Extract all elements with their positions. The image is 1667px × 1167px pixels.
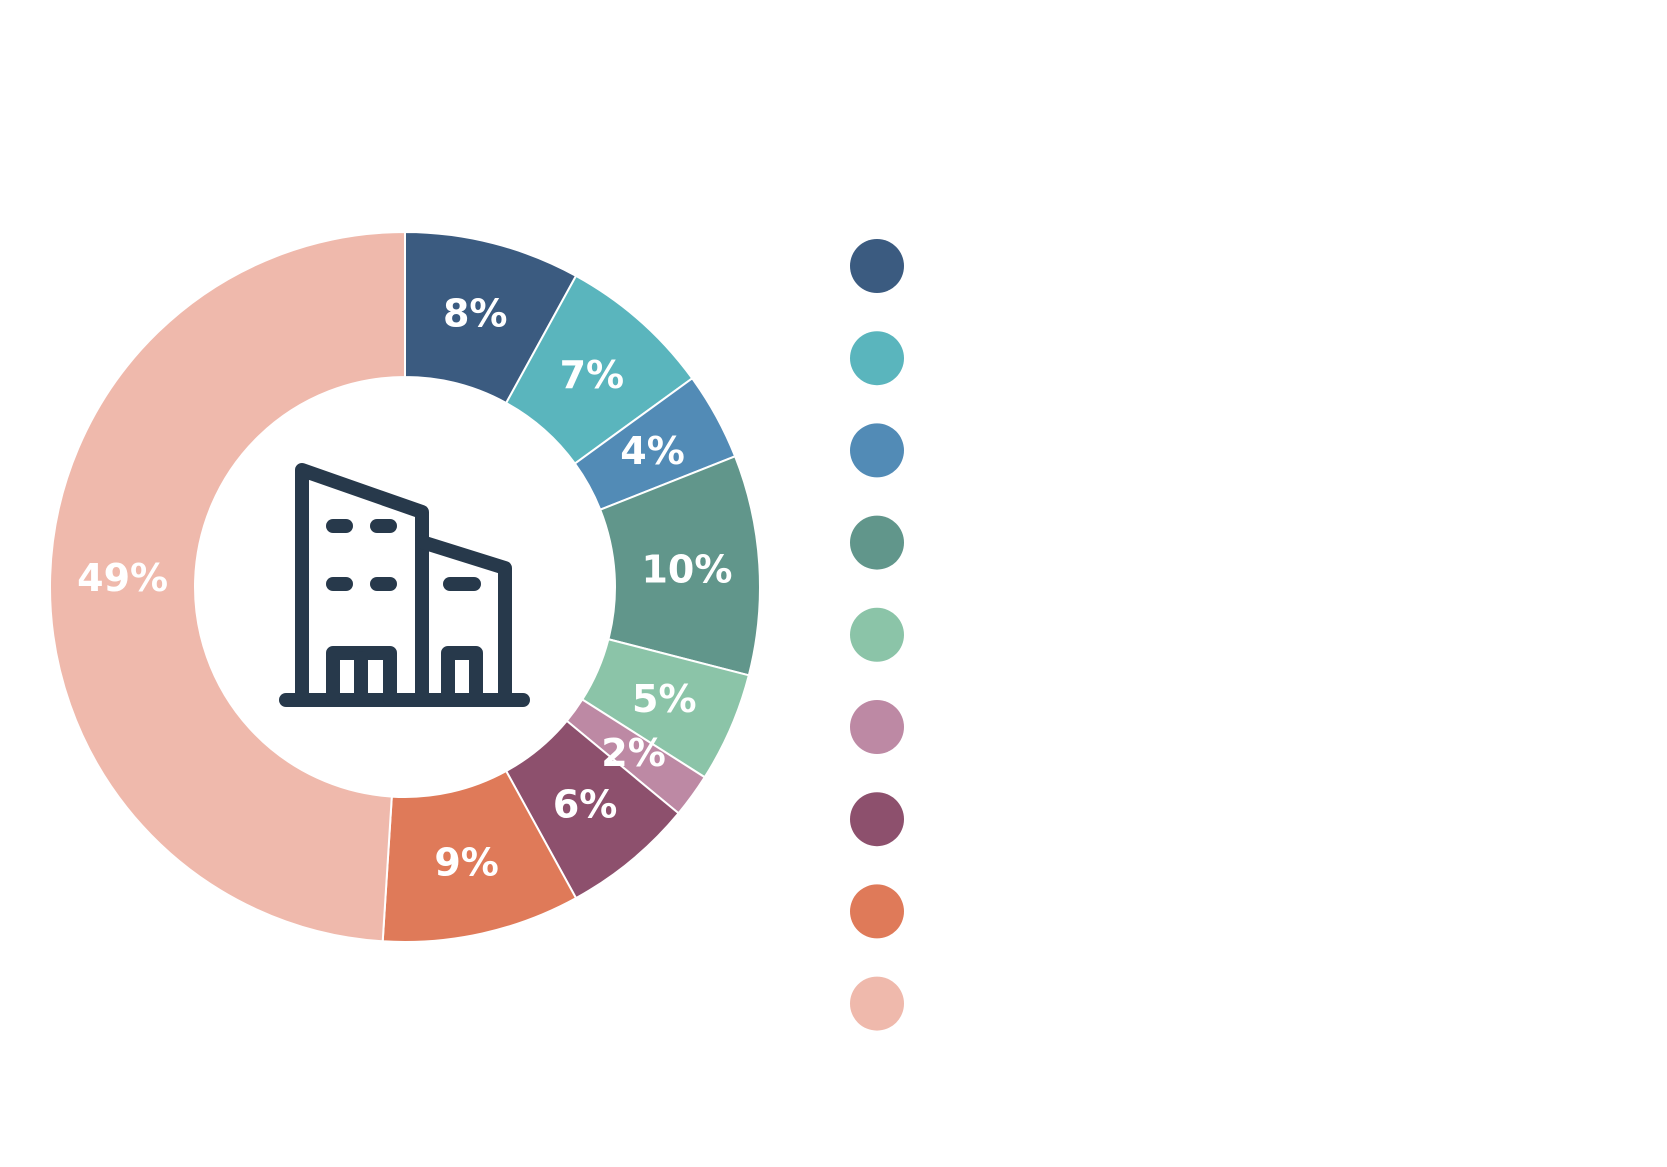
slice-label: 7% <box>560 353 625 397</box>
legend-dot <box>850 331 904 386</box>
slice-label: 5% <box>632 677 697 721</box>
legend-dot <box>850 976 904 1031</box>
donut-slices <box>49 230 761 943</box>
legend-dot <box>850 423 904 478</box>
slice-label: 2% <box>601 731 666 775</box>
slice-labels: 8% 7% 4% 10% 5% 2% 6% 9% 49% <box>77 291 732 884</box>
slice-label: 4% <box>620 429 685 473</box>
legend-dot <box>850 792 904 847</box>
slice-label: 9% <box>434 841 499 885</box>
slice-label: 10% <box>641 547 732 591</box>
donut-slice <box>49 230 406 943</box>
slice-label: 6% <box>553 783 618 827</box>
legend-dot <box>850 515 904 570</box>
slice-label: 49% <box>77 556 168 600</box>
legend-dot <box>850 700 904 754</box>
slice-label: 8% <box>443 291 508 335</box>
legend <box>850 239 904 1031</box>
building-icon <box>279 463 530 707</box>
legend-dot <box>850 884 904 939</box>
legend-dot <box>850 607 904 662</box>
legend-dot <box>850 239 904 293</box>
